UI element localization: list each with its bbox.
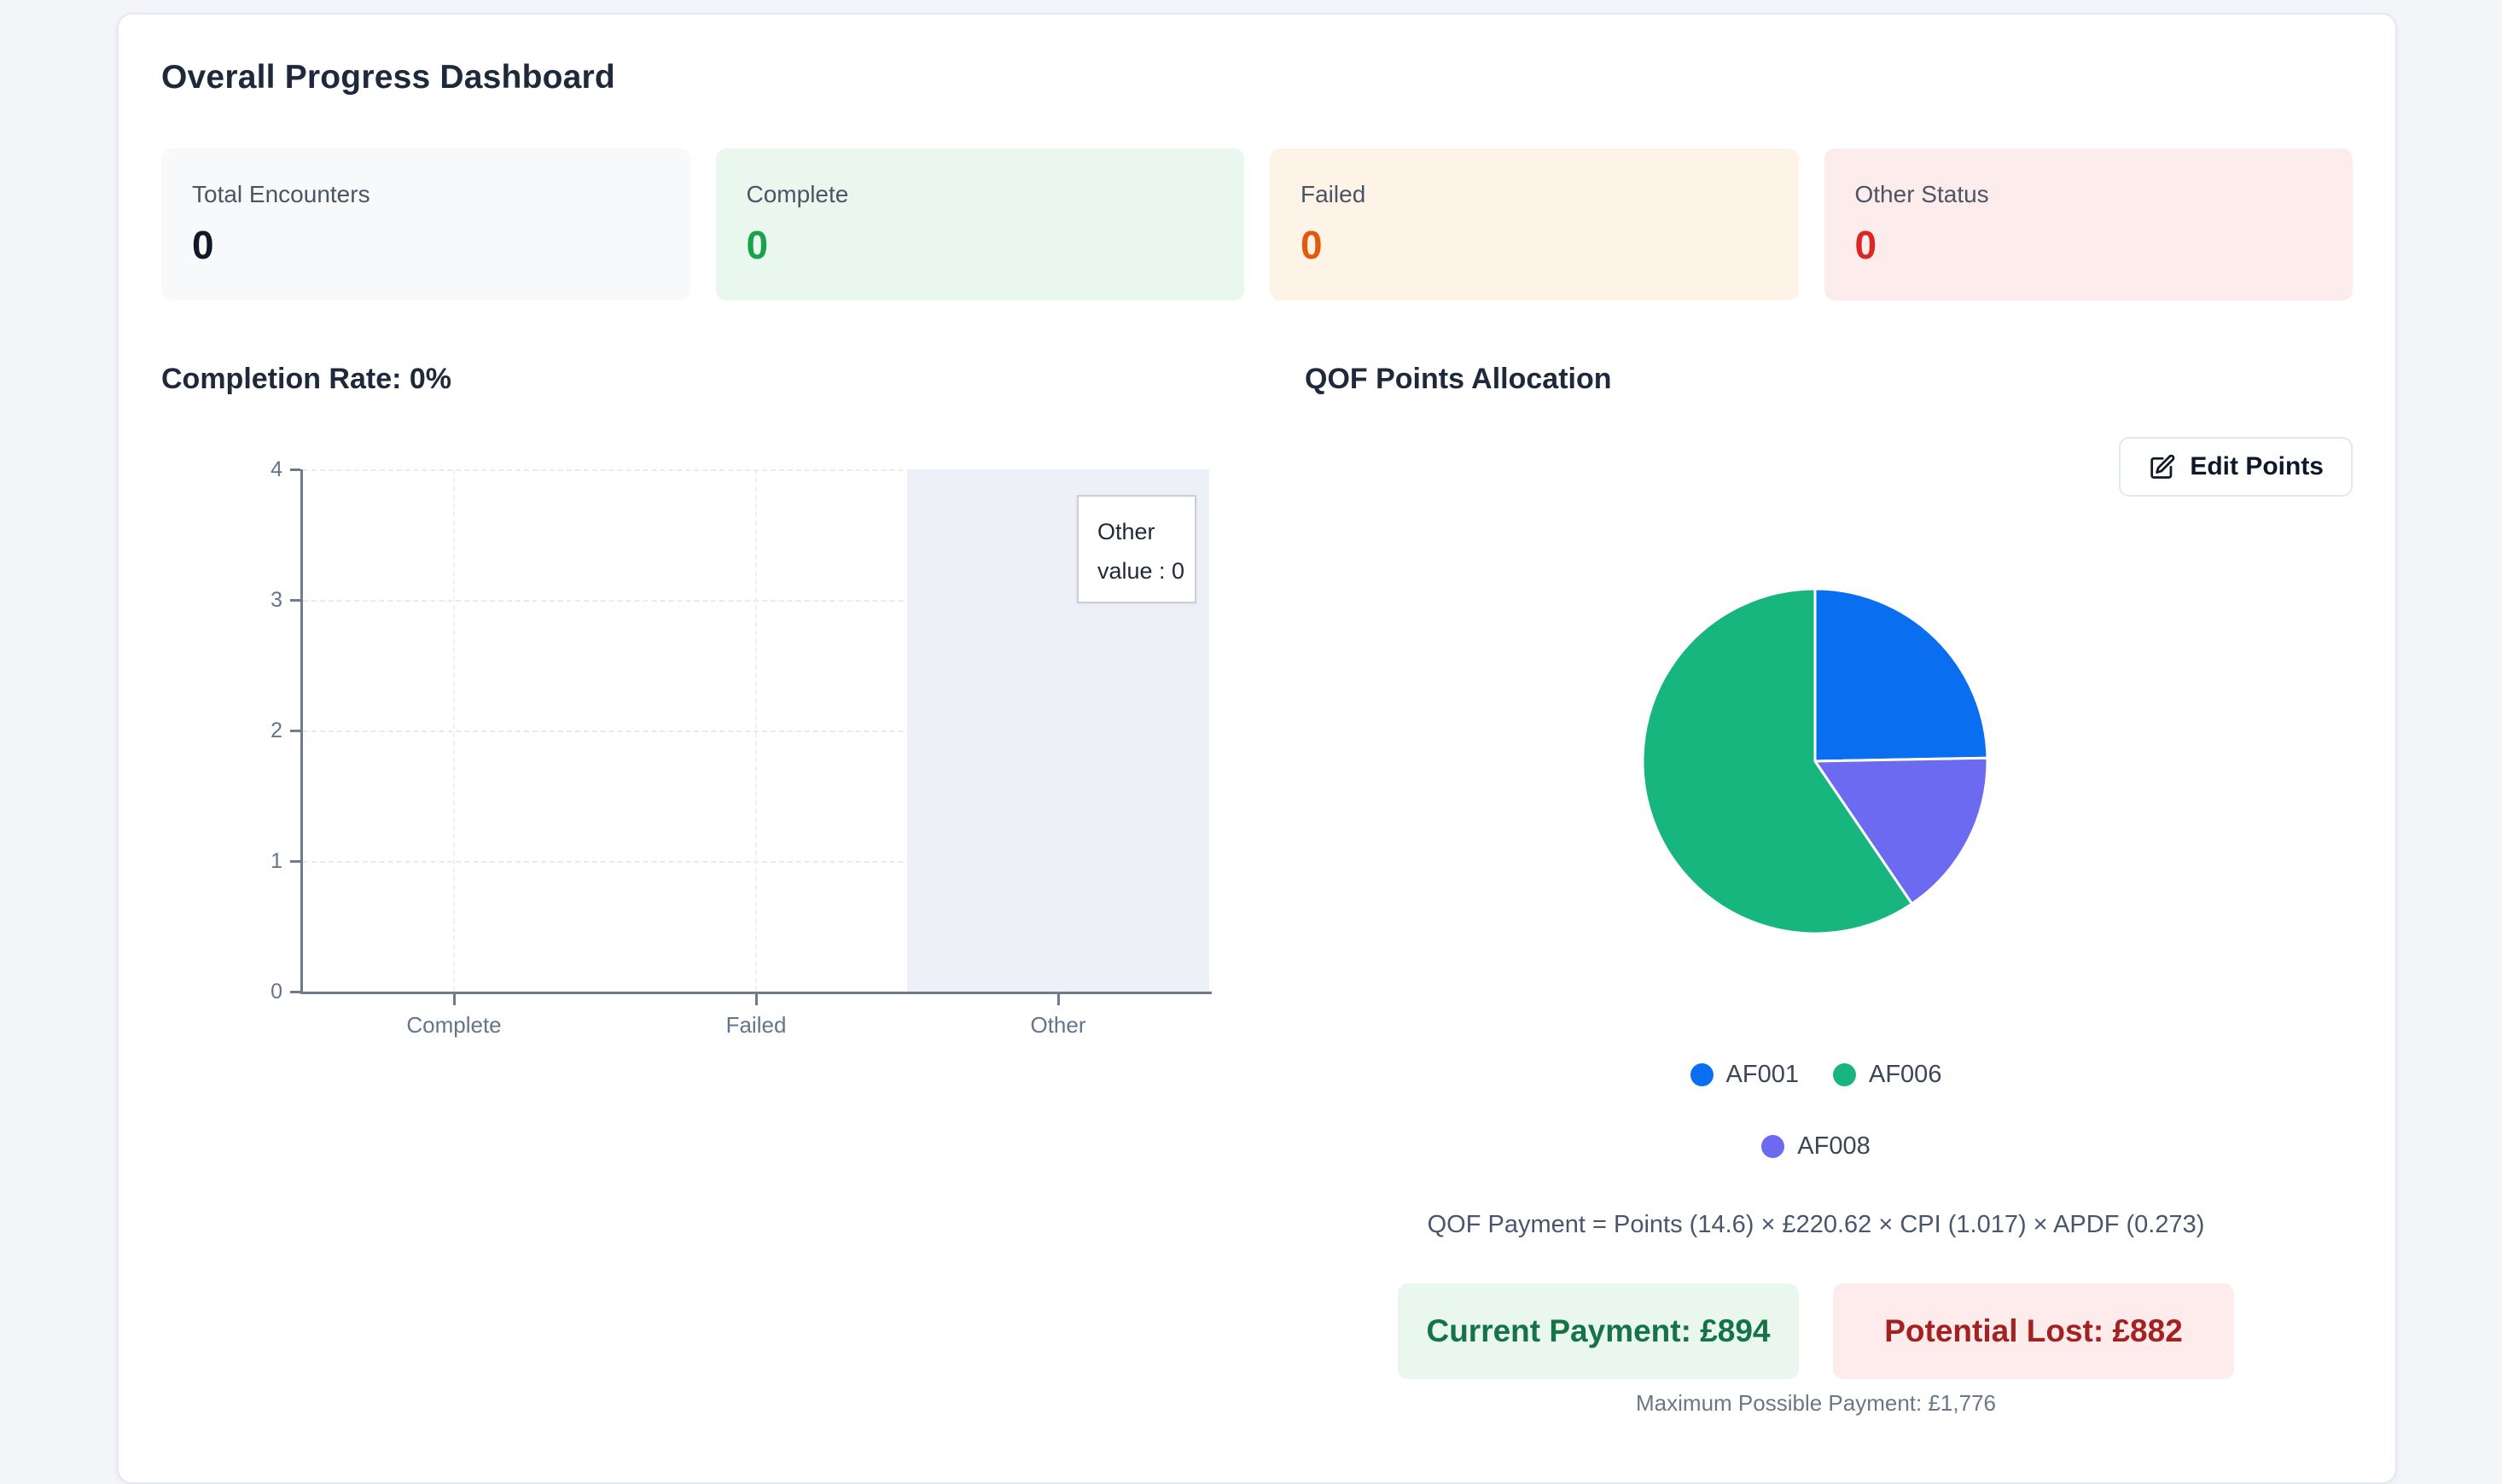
pie-legend-row-2: AF008	[1305, 1129, 2327, 1163]
stat-value: 0	[1300, 223, 1323, 267]
edit-points-label: Edit Points	[2190, 452, 2324, 480]
stat-card-complete: Complete 0	[715, 148, 1244, 300]
stat-value: 0	[746, 223, 769, 267]
stat-value: 0	[1854, 223, 1877, 267]
pie-slice-af006[interactable]	[1641, 587, 1914, 935]
qof-pie-chart[interactable]	[1636, 582, 1994, 940]
stat-card-other-status: Other Status 0	[1824, 148, 2353, 300]
legend-label: AF006	[1869, 1060, 1942, 1088]
y-axis-tick-label: 0	[271, 980, 282, 1004]
tooltip-category: Other	[1097, 519, 1155, 544]
current-payment-card: Current Payment: £894	[1398, 1283, 1799, 1379]
x-axis-category-label: Failed	[725, 1012, 787, 1038]
stat-card-failed: Failed 0	[1270, 148, 1799, 300]
legend-label: AF001	[1725, 1060, 1799, 1088]
x-axis-tick	[754, 994, 758, 1005]
x-axis-category-label: Complete	[406, 1012, 502, 1038]
y-axis-tick	[290, 468, 300, 471]
maximum-possible-payment: Maximum Possible Payment: £1,776	[1636, 1390, 1996, 1416]
qof-panel: AF001 AF006 AF008 QOF Payment = Points (1…	[1305, 15, 2327, 1482]
stat-label: Failed	[1300, 181, 1366, 207]
y-axis-tick-label: 2	[271, 719, 282, 742]
pie-legend-row-1: AF001 AF006	[1305, 1057, 2327, 1091]
chart-tooltip: Other value : 0	[1077, 495, 1196, 603]
qof-payment-formula: QOF Payment = Points (14.6) × £220.62 × …	[1427, 1211, 2205, 1238]
y-axis-line	[300, 469, 303, 994]
completion-rate-title: Completion Rate: 0%	[161, 363, 452, 395]
y-axis-tick-label: 3	[271, 588, 282, 612]
legend-item-af001[interactable]: AF001	[1690, 1061, 1799, 1089]
legend-dot-af001	[1690, 1062, 1714, 1086]
dashboard-card: Overall Progress Dashboard Total Encount…	[117, 13, 2397, 1484]
edit-points-button[interactable]: Edit Points	[2119, 437, 2353, 497]
pie-slice-af008[interactable]	[1813, 756, 1989, 905]
x-axis-category-label: Other	[1030, 1012, 1086, 1038]
completion-bar-chart[interactable]: 0 1 2 3 4 Complete Failed Other Other value : 0	[271, 457, 1212, 1038]
legend-dot-af008	[1761, 1134, 1785, 1158]
y-axis-tick	[290, 859, 300, 863]
stat-value: 0	[192, 223, 214, 267]
y-axis-tick-label: 4	[271, 457, 282, 481]
stat-label: Total Encounters	[192, 181, 370, 207]
page-background: { "header": { "title": "Overall Progress…	[117, 13, 2397, 1484]
v-gridline	[755, 469, 757, 992]
legend-item-af006[interactable]: AF006	[1833, 1061, 1941, 1089]
stat-card-total-encounters: Total Encounters 0	[161, 148, 690, 300]
potential-lost-card: Potential Lost: £882	[1833, 1283, 2234, 1379]
x-axis-tick	[452, 994, 456, 1005]
page-title: Overall Progress Dashboard	[161, 59, 615, 96]
bar-chart-plot-area[interactable]: 0 1 2 3 4 Complete Failed Other	[271, 457, 1209, 1038]
legend-dot-af006	[1833, 1062, 1856, 1086]
legend-item-af008[interactable]: AF008	[1761, 1132, 1871, 1161]
v-gridline	[453, 469, 455, 992]
stats-row: Total Encounters 0 Complete 0 Failed 0 O…	[161, 148, 2353, 300]
payment-cards-row: Current Payment: £894 Potential Lost: £8…	[1305, 1283, 2327, 1379]
tooltip-value: value : 0	[1097, 558, 1185, 584]
x-axis-line	[300, 992, 1212, 994]
pie-slice-af001[interactable]	[1813, 587, 1989, 763]
stat-label: Other Status	[1854, 181, 1989, 207]
qof-points-title: QOF Points Allocation	[1305, 363, 1612, 395]
y-axis-tick	[290, 598, 300, 602]
legend-label: AF008	[1797, 1132, 1871, 1160]
edit-pencil-square-icon	[2148, 453, 2176, 481]
stat-label: Complete	[746, 181, 849, 207]
x-axis-tick	[1056, 994, 1060, 1005]
y-axis-tick-label: 1	[271, 849, 282, 873]
y-axis-tick	[290, 990, 300, 993]
y-axis-tick	[290, 729, 300, 732]
